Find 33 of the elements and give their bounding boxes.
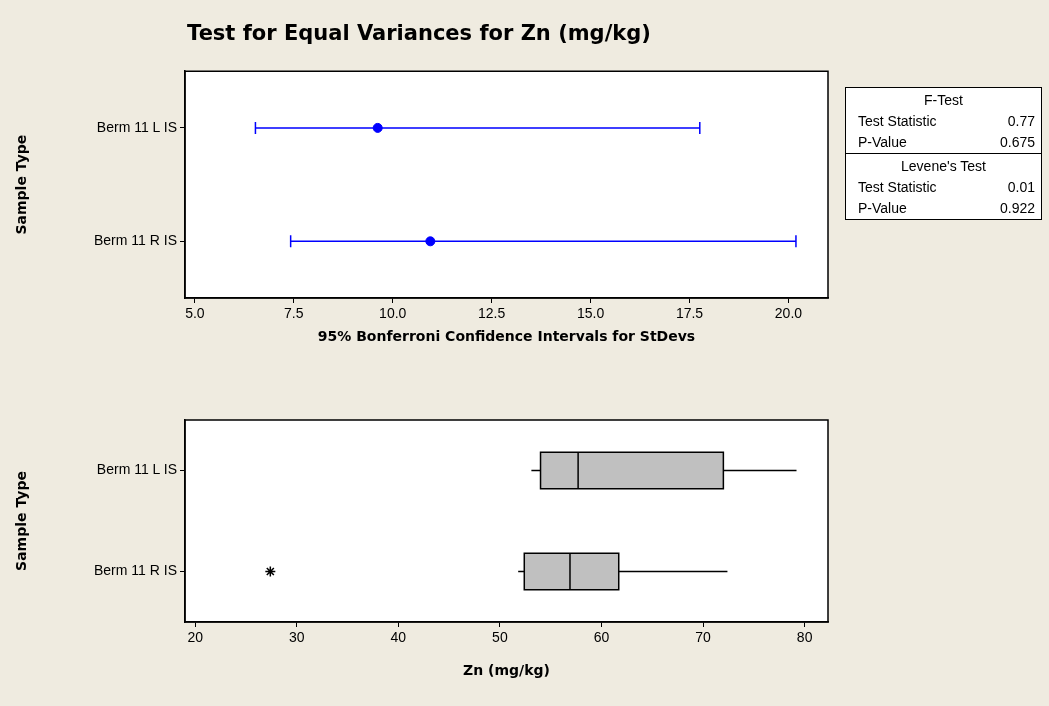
x-axis-title: 95% Bonferroni Confidence Intervals for StDevs [317, 328, 696, 345]
text: 0.01 [1007, 179, 1035, 195]
text: P-Value [858, 134, 907, 150]
y-tick-label: Berm 11 R IS [94, 562, 177, 579]
y-tick-label: Berm 11 L IS [96, 461, 177, 478]
text: P-Value [858, 200, 907, 216]
text: Test Statistic [858, 179, 937, 195]
y-axis-title: Sample Type [13, 134, 30, 235]
text: 0.922 [999, 200, 1035, 216]
x-tick-label: 80 [796, 629, 813, 646]
x-tick-label: 20.0 [774, 305, 803, 322]
text: Levene's Test [900, 157, 987, 176]
x-tick-label: 20 [187, 629, 204, 646]
x-tick-label: 70 [695, 629, 712, 646]
x-tick-label: 60 [593, 629, 610, 646]
x-tick-label: 12.5 [478, 305, 506, 322]
x-tick-label: 17.5 [675, 305, 704, 322]
x-tick-label: 50 [492, 629, 508, 646]
x-tick-label: 10.0 [379, 305, 407, 322]
x-tick-label: 40 [390, 629, 407, 646]
chart-title: Test for Equal Variances for Zn (mg/kg) [187, 21, 651, 46]
text: 0.675 [999, 134, 1035, 150]
x-tick-label: 7.5 [284, 305, 304, 322]
y-axis-title: Sample Type [13, 471, 30, 571]
y-tick-label: Berm 11 R IS [94, 232, 177, 249]
y-tick-label: Berm 11 L IS [96, 118, 177, 135]
text: 0.77 [1007, 113, 1035, 129]
x-axis-title: Zn (mg/kg) [463, 662, 550, 679]
x-tick-label: 5.0 [185, 305, 205, 322]
text: Test Statistic [858, 113, 937, 129]
x-tick-label: 15.0 [576, 305, 605, 322]
x-tick-label: 30 [288, 629, 305, 646]
text: F-Test [923, 91, 964, 110]
